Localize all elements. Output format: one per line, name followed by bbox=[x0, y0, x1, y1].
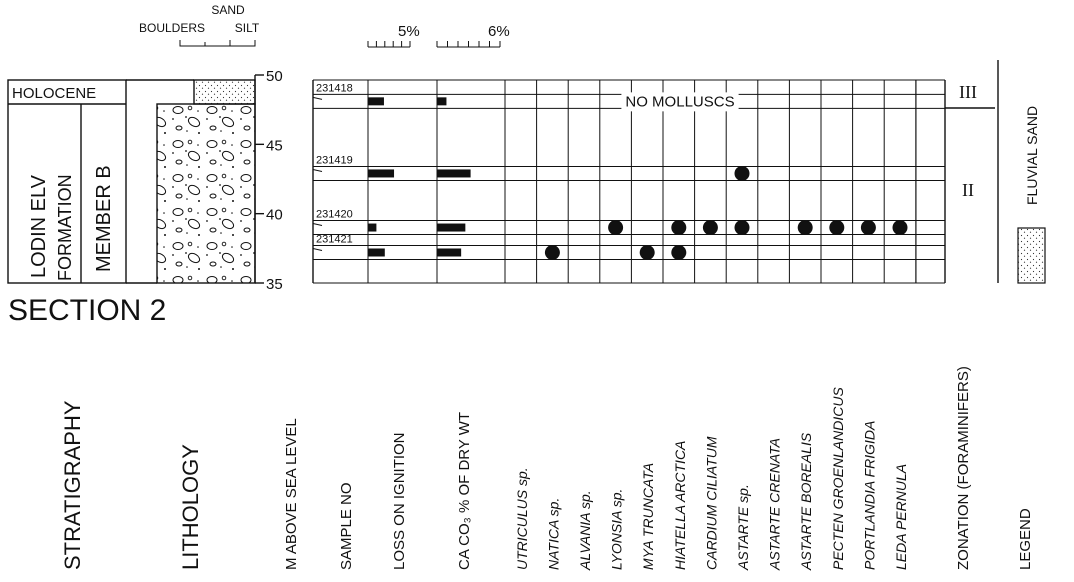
sample-number: 231420 bbox=[316, 209, 353, 221]
section-diagram: SAND BOULDERS SILT HOLOCENE LODIN ELV FO… bbox=[0, 0, 1074, 577]
stratigraphy-label: HOLOCENE bbox=[12, 85, 96, 102]
caco3-bar bbox=[437, 248, 461, 256]
column-heading: LITHOLOGY bbox=[178, 444, 203, 570]
sample-number: 231418 bbox=[316, 82, 353, 94]
sample-number: 231419 bbox=[316, 154, 353, 166]
column-heading: PORTLANDIA FRIGIDA bbox=[861, 421, 877, 570]
mollusc-occurrence bbox=[735, 220, 750, 235]
sample-number: 231421 bbox=[316, 233, 353, 245]
loss-on-ignition-bar bbox=[368, 248, 385, 256]
mollusc-occurrence bbox=[861, 220, 876, 235]
column-heading: SAMPLE NO bbox=[338, 482, 355, 570]
column-heading: PECTEN GROENLANDICUS bbox=[830, 387, 846, 570]
section-title: SECTION 2 bbox=[8, 294, 166, 327]
grain-size-label: BOULDERS bbox=[139, 21, 205, 35]
column-heading: ASTARTE BOREALIS bbox=[798, 432, 814, 571]
column-heading: ASTARTE sp. bbox=[735, 484, 751, 571]
mollusc-occurrence bbox=[671, 220, 686, 235]
grain-size-label: SILT bbox=[235, 21, 260, 35]
zone-label: III bbox=[959, 82, 977, 102]
loss-on-ignition-bar bbox=[368, 224, 376, 232]
loss-on-ignition-bar bbox=[368, 97, 384, 105]
mollusc-occurrence bbox=[735, 166, 750, 181]
conglomerate bbox=[157, 104, 255, 283]
column-heading: LEGEND bbox=[1017, 508, 1034, 570]
column-heading: LEDA PERNULA bbox=[893, 464, 909, 570]
column-heading: CA CO₃ % OF DRY WT bbox=[456, 412, 473, 570]
column-heading: ASTARTE CRENATA bbox=[767, 438, 783, 571]
elevation-tick-label: 45 bbox=[266, 137, 283, 154]
column-heading: UTRICULUS sp. bbox=[514, 467, 530, 570]
caco3-bar bbox=[437, 224, 465, 232]
sample-pointer bbox=[313, 224, 322, 226]
column-heading: LOSS ON IGNITION bbox=[391, 432, 408, 570]
mollusc-occurrence bbox=[703, 220, 718, 235]
elevation-tick-label: 40 bbox=[266, 207, 283, 224]
mollusc-occurrence bbox=[798, 220, 813, 235]
mollusc-occurrence bbox=[671, 245, 686, 260]
caco3-bar bbox=[437, 169, 471, 177]
grain-size-scale bbox=[180, 40, 255, 46]
mollusc-occurrence bbox=[545, 245, 560, 260]
zone-label: II bbox=[962, 180, 974, 200]
column-heading: ZONATION (FORAMINIFERS) bbox=[955, 366, 972, 570]
mollusc-occurrence bbox=[829, 220, 844, 235]
column-heading: MYA TRUNCATA bbox=[640, 463, 656, 570]
elevation-tick-label: 50 bbox=[266, 68, 283, 85]
scale-label: 6% bbox=[488, 23, 510, 40]
page: SAND BOULDERS SILT HOLOCENE LODIN ELV FO… bbox=[0, 0, 1074, 577]
sample-pointer bbox=[313, 97, 322, 99]
fluvial-sand bbox=[194, 80, 255, 104]
stratigraphy-label: LODIN ELV bbox=[28, 174, 50, 278]
sample-pointer bbox=[313, 248, 322, 250]
legend-label: FLUVIAL SAND bbox=[1024, 106, 1040, 205]
legend-swatch bbox=[1018, 228, 1045, 283]
column-heading: HIATELLA ARCTICA bbox=[672, 441, 688, 570]
stratigraphy-label: MEMBER B bbox=[93, 165, 115, 272]
loss-on-ignition-bar bbox=[368, 169, 394, 177]
elevation-tick-label: 35 bbox=[266, 276, 283, 293]
grain-size-label: SAND bbox=[211, 3, 245, 17]
mollusc-occurrence bbox=[640, 245, 655, 260]
mollusc-occurrence bbox=[893, 220, 908, 235]
no-molluscs-label: NO MOLLUSCS bbox=[625, 93, 734, 110]
column-heading: CARDIUM CILIATUM bbox=[703, 436, 719, 570]
column-heading: STRATIGRAPHY bbox=[60, 400, 85, 570]
column-heading: ALVANIA sp. bbox=[577, 490, 593, 571]
mollusc-occurrence bbox=[608, 220, 623, 235]
scale-label: 5% bbox=[398, 23, 420, 40]
column-heading: NATICA sp. bbox=[545, 498, 561, 570]
column-heading: M ABOVE SEA LEVEL bbox=[283, 418, 300, 570]
stratigraphy-label: FORMATION bbox=[55, 174, 75, 281]
sample-pointer bbox=[313, 169, 322, 171]
caco3-bar bbox=[437, 97, 446, 105]
column-heading: LYONSIA sp. bbox=[609, 489, 625, 570]
